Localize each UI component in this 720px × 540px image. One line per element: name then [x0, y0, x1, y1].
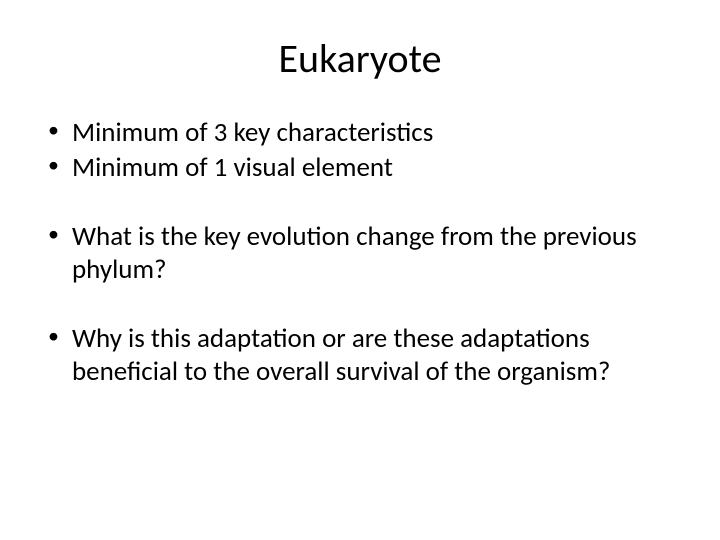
bullet-item: Why is this adaptation or are these adap…	[48, 323, 684, 389]
bullet-list: Minimum of 3 key characteristics Minimum…	[36, 117, 684, 389]
slide-container: Eukaryote Minimum of 3 key characteristi…	[0, 0, 720, 540]
bullet-item: Minimum of 3 key characteristics	[48, 117, 684, 150]
bullet-item: Minimum of 1 visual element	[48, 152, 684, 185]
bullet-item: What is the key evolution change from th…	[48, 221, 684, 287]
bullet-gap	[48, 187, 684, 221]
slide-title: Eukaryote	[36, 34, 684, 83]
bullet-gap	[48, 289, 684, 323]
